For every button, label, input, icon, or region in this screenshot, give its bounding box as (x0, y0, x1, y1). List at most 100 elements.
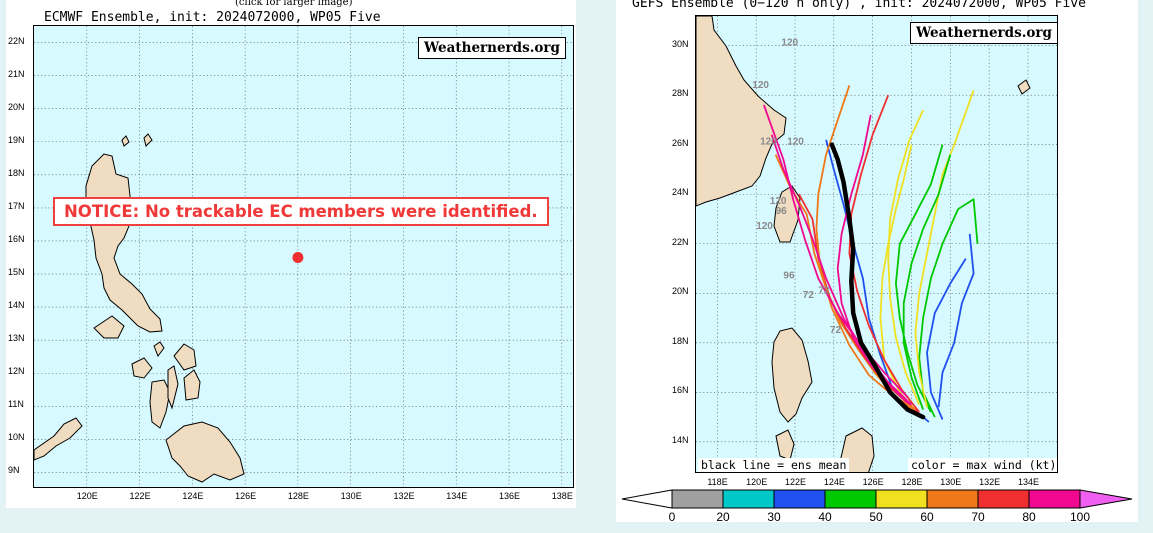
member-track (902, 154, 952, 410)
colorbar-max-arrow (1079, 489, 1133, 509)
luzon-landmass (771, 327, 813, 423)
hour-label: 120 (760, 137, 777, 148)
ecmwf-panel[interactable]: (click for larger image) ECMWF Ensemble,… (6, 0, 576, 508)
lat-tick-label: 10N (8, 432, 25, 443)
lon-tick-label: 120E (76, 491, 98, 501)
lat-tick-label: 12N (8, 366, 25, 377)
lat-tick-label: 26N (672, 137, 689, 148)
panay-landmass (131, 357, 153, 379)
mindoro-landmass (93, 315, 125, 339)
member-track (763, 104, 909, 398)
lon-tick-label: 128E (287, 491, 309, 501)
colorbar-label: 20 (716, 510, 730, 524)
palawan-landmass (34, 417, 83, 461)
colorbar-segment (1028, 489, 1081, 509)
gefs-panel[interactable]: GEFS Ensemble (0−120 h only) , init: 202… (616, 0, 1138, 524)
member-track (926, 258, 967, 420)
hour-label: 72 (830, 325, 842, 336)
member-track (879, 144, 920, 416)
ecmwf-map: Weathernerds.org NOTICE: No trackable EC… (33, 25, 574, 488)
lat-tick-label: 22N (8, 35, 25, 46)
landmass (696, 16, 1031, 472)
lat-tick-label: 21N (8, 68, 25, 79)
mindoro-landmass (775, 429, 795, 461)
batanes-landmass (143, 133, 153, 147)
masbate-landmass (153, 341, 165, 358)
grid-lines (696, 16, 1057, 472)
lon-tick-label: 126E (862, 477, 884, 487)
grid-lines (34, 26, 573, 487)
lon-tick-label: 130E (340, 491, 362, 501)
lon-tick-label: 118E (707, 477, 728, 487)
lon-tick-label: 124E (182, 491, 204, 501)
member-track (918, 198, 979, 418)
ens-mean-legend: black line = ens mean (698, 458, 850, 472)
lon-tick-label: 120E (746, 477, 768, 487)
colorbar-label: 100 (1070, 510, 1090, 524)
hour-label: 120 (752, 80, 769, 91)
colorbar-segment (722, 489, 775, 509)
lat-tick-label: 13N (8, 333, 25, 344)
colorbar-segment (977, 489, 1030, 509)
lat-tick-label: 16N (8, 233, 25, 244)
babuyan-landmass (121, 135, 130, 147)
negros-landmass (149, 379, 171, 429)
cebu-landmass (167, 365, 179, 410)
max-wind-legend: color = max wind (kt) (908, 458, 1057, 472)
lon-tick-label: 126E (235, 491, 257, 501)
member-track (798, 193, 924, 418)
hour-label: 72 (818, 285, 830, 296)
colorbar-segment (671, 489, 724, 509)
wind-colorbar: 0 20 30 40 50 60 70 80 100 (621, 489, 1133, 524)
ryukyu-island (1017, 79, 1031, 95)
ens-mean-track (829, 142, 926, 420)
member-track (887, 109, 924, 406)
mindanao-landmass (165, 421, 245, 483)
lon-tick-label: 130E (940, 477, 962, 487)
lon-tick-label: 138E (551, 491, 573, 501)
hour-label: 96 (783, 270, 795, 281)
member-track (937, 233, 975, 408)
lat-tick-label: 30N (672, 38, 689, 49)
lat-tick-label: 9N (8, 465, 20, 476)
lon-tick-label: 134E (446, 491, 468, 501)
samar-landmass (173, 343, 197, 371)
colorbar-label: 0 (669, 510, 676, 524)
china-coast-landmass (696, 16, 787, 207)
gefs-title: GEFS Ensemble (0−120 h only) , init: 202… (632, 0, 1086, 11)
lat-tick-label: 14N (672, 434, 689, 445)
lat-tick-label: 24N (672, 187, 689, 198)
colorbar-label: 50 (869, 510, 883, 524)
no-members-notice: NOTICE: No trackable EC members were ide… (53, 197, 549, 226)
colorbar-min-arrow (621, 489, 673, 509)
lon-tick-label: 124E (823, 477, 845, 487)
storm-position-marker (292, 252, 304, 263)
lon-tick-label: 122E (785, 477, 807, 487)
click-for-larger-note[interactable]: (click for larger image) (235, 0, 353, 8)
lon-tick-label: 136E (499, 491, 521, 501)
lon-tick-label: 132E (393, 491, 415, 501)
lat-tick-label: 15N (8, 267, 25, 278)
hour-label: 120 (787, 137, 804, 148)
colorbar-label: 80 (1022, 510, 1036, 524)
landmass (34, 133, 245, 483)
colorbar-label: 60 (920, 510, 934, 524)
colorbar-label: 40 (818, 510, 832, 524)
lat-tick-label: 22N (672, 236, 689, 247)
colorbar-label: 70 (971, 510, 985, 524)
luzon-landmass (85, 153, 163, 333)
hour-label: 72 (803, 290, 815, 301)
colorbar-segment (824, 489, 877, 509)
weathernerds-logo: Weathernerds.org (418, 37, 566, 59)
lat-tick-label: 20N (672, 286, 689, 297)
lat-tick-label: 14N (8, 300, 25, 311)
ecmwf-map-canvas (34, 26, 573, 487)
colorbar-segment (875, 489, 928, 509)
colorbar-segment (926, 489, 979, 509)
lat-tick-label: 18N (8, 167, 25, 178)
hour-label: 120 (781, 38, 798, 49)
lat-tick-label: 19N (8, 134, 25, 145)
colorbar-segments (621, 489, 1133, 509)
